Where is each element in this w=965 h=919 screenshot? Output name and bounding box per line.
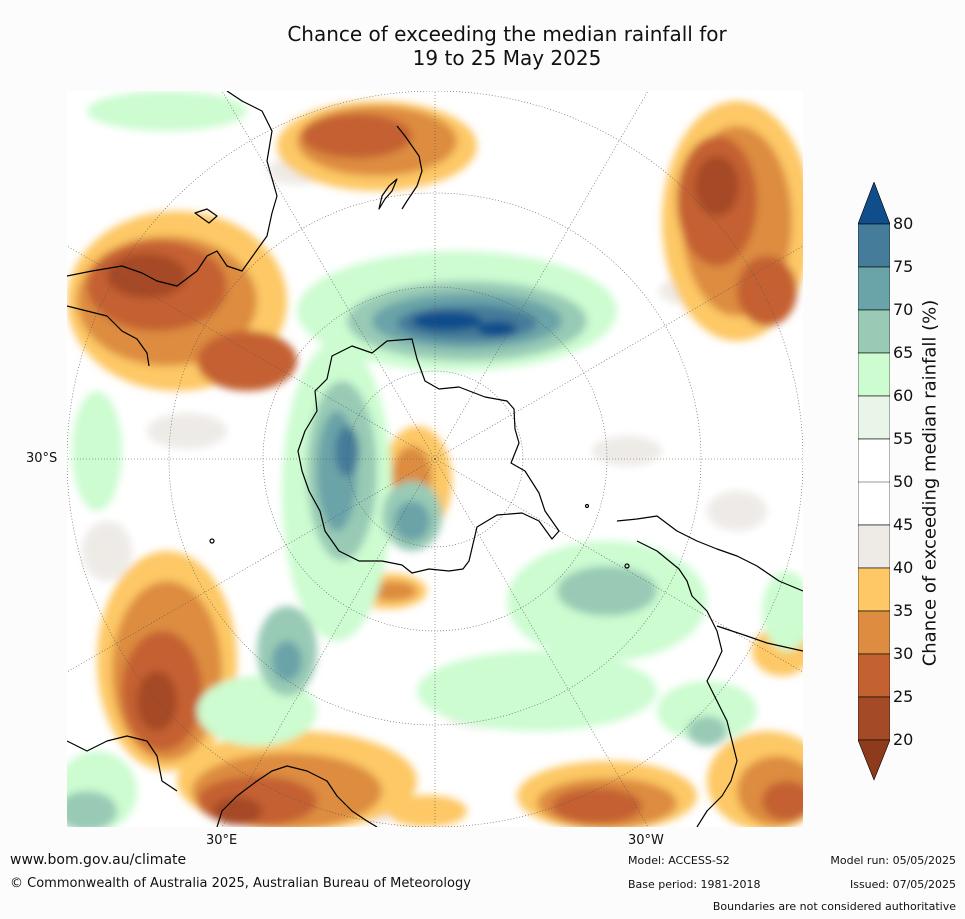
colorbar-tick-75: 75 — [893, 257, 914, 276]
colorbar-tick-20: 20 — [893, 730, 914, 749]
colorbar-tick-55: 55 — [893, 429, 914, 448]
colorbar-bin-30-35 — [857, 610, 891, 655]
title-line-1: Chance of exceeding the median rainfall … — [287, 22, 727, 46]
title-line-2: 19 to 25 May 2025 — [412, 46, 602, 70]
colorbar-bin-55-60 — [857, 395, 891, 440]
colorbar-bin-40-45 — [857, 524, 891, 569]
colorbar-bin-25-30 — [857, 653, 891, 698]
graticule — [67, 91, 803, 827]
colorbar-extend-high — [857, 181, 891, 225]
colorbar-tick-60: 60 — [893, 386, 914, 405]
colorbar-bin-35-40 — [857, 567, 891, 612]
colorbar-bin-20-25 — [857, 696, 891, 741]
colorbar-tick-80: 80 — [893, 214, 914, 233]
copyright-text: © Commonwealth of Australia 2025, Austra… — [10, 876, 471, 891]
colorbar — [857, 181, 891, 782]
colorbar-bin-70-75 — [857, 266, 891, 311]
new-zealand-coastline — [396, 125, 423, 210]
colorbar-tick-50: 50 — [893, 472, 914, 491]
coastlines — [67, 91, 803, 827]
colorbar-tick-30: 30 — [893, 644, 914, 663]
boundaries-disclaimer: Boundaries are not considered authoritat… — [712, 900, 956, 913]
probability-fields — [67, 91, 803, 827]
map-svg — [67, 91, 803, 827]
base-period: Base period: 1981-2018 — [628, 878, 761, 891]
colorbar-svg — [857, 181, 891, 781]
issued-date: Issued: 07/05/2025 — [849, 878, 956, 891]
south-america-coastline — [616, 515, 803, 592]
model-name: Model: ACCESS-S2 — [628, 854, 730, 867]
colorbar-tick-35: 35 — [893, 601, 914, 620]
lon-label-30w: 30°W — [628, 833, 664, 848]
colorbar-tick-25: 25 — [893, 687, 914, 706]
colorbar-extend-low — [857, 739, 891, 781]
colorbar-tick-40: 40 — [893, 558, 914, 577]
model-run-date: Model run: 05/05/2025 — [830, 854, 956, 867]
website-link[interactable]: www.bom.gov.au/climate — [10, 852, 187, 868]
lat-label-30s: 30°S — [26, 451, 58, 466]
colorbar-title: Chance of exceeding median rainfall (%) — [919, 299, 941, 667]
colorbar-bin-75-80 — [857, 223, 891, 268]
chart-title: Chance of exceeding the median rainfall … — [0, 22, 965, 70]
colorbar-tick-45: 45 — [893, 515, 914, 534]
colorbar-bin-60-65 — [857, 352, 891, 397]
antarctica-coastline — [297, 338, 560, 574]
colorbar-tick-65: 65 — [893, 343, 914, 362]
australia-coastline — [67, 91, 278, 287]
africa-coastline — [216, 765, 378, 827]
rainfall-probability-map — [67, 91, 803, 827]
colorbar-bin-65-70 — [857, 309, 891, 354]
lon-label-30e: 30°E — [206, 833, 238, 848]
colorbar-tick-70: 70 — [893, 300, 914, 319]
